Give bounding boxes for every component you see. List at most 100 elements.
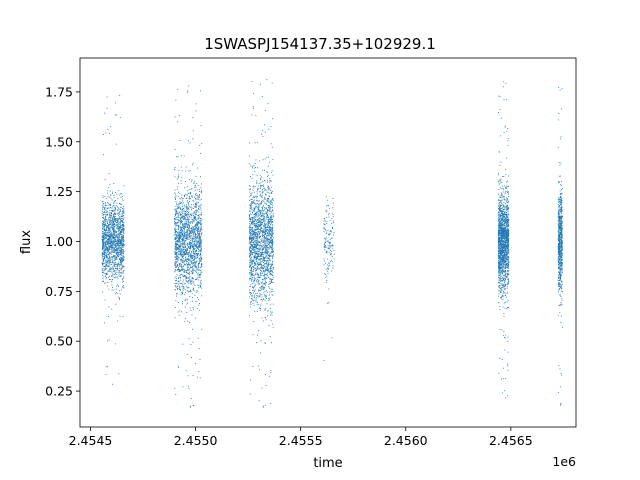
data-point — [110, 220, 112, 222]
data-point — [193, 208, 194, 210]
data-point — [177, 186, 179, 188]
data-point — [261, 255, 263, 257]
data-point — [192, 374, 194, 376]
data-point — [254, 242, 256, 243]
data-point — [190, 180, 192, 182]
data-point — [194, 234, 196, 236]
data-point — [176, 202, 178, 204]
data-point — [186, 197, 188, 199]
data-point — [192, 234, 194, 236]
data-point — [256, 248, 258, 250]
data-point — [183, 249, 184, 250]
data-point — [256, 304, 258, 306]
data-point — [262, 135, 264, 137]
data-point — [265, 284, 267, 286]
data-point — [184, 253, 186, 255]
data-point — [252, 286, 254, 288]
data-point — [123, 233, 125, 235]
data-point — [115, 236, 117, 238]
data-point — [255, 252, 257, 254]
data-point — [252, 282, 254, 284]
data-point — [182, 254, 184, 256]
data-point — [115, 227, 117, 229]
data-point — [262, 222, 264, 223]
data-point — [272, 288, 274, 290]
data-point — [266, 171, 268, 173]
data-point — [174, 227, 176, 229]
data-point — [188, 224, 190, 226]
data-point — [257, 208, 259, 209]
data-point — [117, 223, 119, 225]
data-point — [272, 291, 274, 293]
data-point — [104, 230, 105, 231]
data-point — [108, 278, 110, 280]
data-point — [194, 317, 196, 319]
data-point — [262, 268, 264, 269]
data-point — [191, 260, 193, 262]
data-point — [254, 233, 256, 235]
data-point — [250, 207, 252, 209]
data-point — [175, 246, 177, 247]
data-point — [257, 199, 259, 201]
data-point — [113, 249, 115, 251]
data-point — [249, 253, 251, 255]
data-point — [189, 192, 191, 194]
data-point — [267, 229, 269, 231]
data-point — [121, 239, 123, 241]
data-point — [254, 239, 256, 241]
data-point — [111, 279, 113, 281]
data-point — [255, 270, 257, 272]
data-point — [106, 211, 108, 213]
data-point — [182, 239, 184, 241]
data-point — [266, 262, 268, 264]
data-point — [101, 242, 103, 244]
data-point — [109, 203, 111, 205]
data-point — [122, 223, 124, 225]
data-point — [251, 264, 253, 266]
data-point — [119, 258, 121, 260]
data-point — [108, 225, 110, 227]
data-point — [175, 229, 177, 230]
data-point — [250, 279, 252, 281]
data-point — [198, 371, 200, 372]
data-point — [108, 204, 110, 206]
data-point — [249, 240, 251, 242]
data-point — [104, 207, 106, 209]
data-point — [106, 255, 107, 257]
data-point — [180, 254, 182, 256]
data-point — [176, 248, 178, 250]
data-point — [120, 234, 122, 236]
data-point — [271, 247, 273, 249]
data-point — [262, 246, 263, 248]
data-point — [174, 249, 176, 251]
data-point — [107, 248, 109, 250]
data-point — [182, 303, 183, 305]
data-point — [112, 256, 114, 258]
data-point — [187, 216, 189, 218]
data-point — [178, 241, 180, 242]
data-point — [111, 233, 113, 235]
data-point — [256, 257, 258, 258]
data-point — [175, 279, 177, 281]
data-point — [189, 179, 191, 181]
data-point — [179, 238, 181, 240]
data-point — [199, 220, 201, 222]
data-point — [271, 192, 273, 194]
data-point — [111, 239, 113, 241]
data-point — [189, 216, 191, 218]
data-point — [258, 221, 260, 223]
data-point — [271, 252, 273, 254]
data-point — [180, 259, 182, 261]
data-point — [253, 201, 255, 203]
data-point — [113, 264, 115, 266]
data-point — [174, 253, 176, 255]
data-point — [191, 314, 193, 316]
data-point — [186, 224, 188, 226]
data-point — [263, 320, 265, 322]
data-point — [195, 205, 197, 207]
data-point — [267, 198, 269, 199]
data-point — [121, 211, 123, 213]
data-point — [115, 240, 116, 241]
data-point — [272, 174, 274, 176]
data-point — [176, 282, 178, 284]
